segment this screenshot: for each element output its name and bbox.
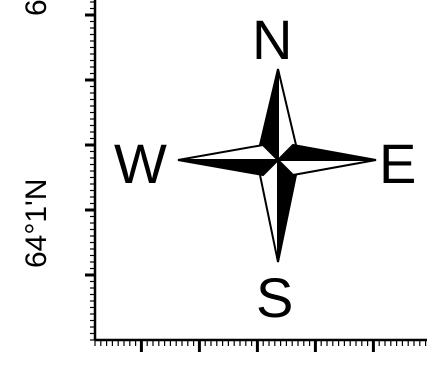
compass-south-label: S [256, 266, 294, 329]
left-axis-ticks [85, 1, 95, 341]
bottom-axis-ticks [94, 340, 427, 352]
compass-rose-icon [177, 68, 377, 263]
compass-west-bottom-facet [177, 159, 281, 177]
compass-north-label: N [252, 8, 293, 71]
latitude-label: 64°1'N [20, 178, 53, 268]
compass-east-bottom-facet [275, 159, 377, 177]
compass-west-label: W [114, 132, 167, 195]
latitude-label-top-fragment: 6 [20, 0, 53, 16]
compass-east-top-facet [275, 143, 377, 161]
compass-east-label: E [379, 132, 417, 195]
compass-west-top-facet [177, 143, 281, 161]
